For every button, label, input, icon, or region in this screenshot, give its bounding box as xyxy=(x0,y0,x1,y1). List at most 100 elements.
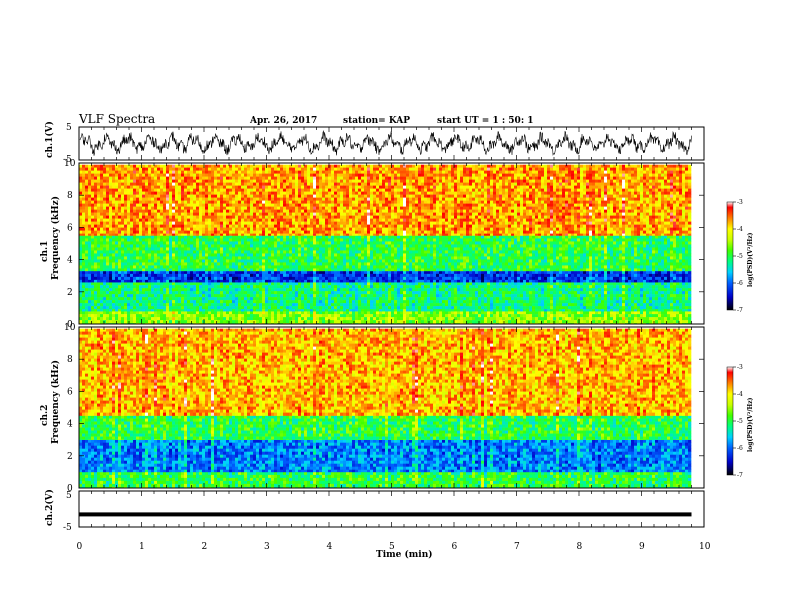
spectrogram-cell xyxy=(508,276,512,281)
spectrogram-cell xyxy=(163,238,167,242)
spectrogram-cell xyxy=(565,238,569,242)
spectrogram-cell xyxy=(154,285,158,289)
spectrogram-cell xyxy=(184,279,188,283)
spectrogram-cell xyxy=(166,285,170,289)
spectrogram-cell xyxy=(673,276,677,281)
spectrogram-cell xyxy=(148,285,152,289)
spectrogram-cell xyxy=(79,285,83,289)
spectrogram-cell xyxy=(556,270,560,275)
spectrogram-cell xyxy=(379,241,383,245)
spectrogram-cell xyxy=(280,306,284,310)
spectrogram-cell xyxy=(304,303,308,307)
spectrogram-cell xyxy=(433,238,437,242)
spectrogram-cell xyxy=(616,317,620,321)
spectrogram-cell xyxy=(220,303,224,307)
spectrogram-cell xyxy=(484,317,488,321)
spectrogram-cell xyxy=(100,320,104,324)
spectrogram-cell xyxy=(604,311,608,315)
spectrogram-cell xyxy=(439,314,443,318)
spectrogram-cell xyxy=(379,273,383,278)
spectrogram-cell xyxy=(421,306,425,310)
spectrogram-cell xyxy=(598,291,602,295)
spectrogram-cell xyxy=(565,309,569,312)
spectrogram-cell xyxy=(430,235,434,239)
spectrogram-cell xyxy=(670,297,674,301)
spectrogram-cell xyxy=(253,314,257,318)
spectrogram-cell xyxy=(679,270,683,275)
spectrogram-cell xyxy=(463,285,467,289)
spectrogram-cell xyxy=(115,303,119,307)
spectrogram-cell xyxy=(529,300,533,304)
spectrogram-cell xyxy=(112,309,116,312)
spectrogram-cell xyxy=(460,238,464,242)
spectrogram-cell xyxy=(310,294,314,298)
spectrogram-cell xyxy=(79,282,83,286)
spectrogram-cell xyxy=(370,282,374,286)
spectrogram-cell xyxy=(217,317,221,321)
spectrogram-cell xyxy=(478,279,482,283)
spectrogram-cell xyxy=(601,235,605,239)
spectrogram-cell xyxy=(148,306,152,310)
spectrogram-cell xyxy=(604,285,608,289)
spectrogram-cell xyxy=(322,279,326,283)
spectrogram-cell xyxy=(124,317,128,321)
spectrogram-cell xyxy=(247,235,251,239)
spectrogram-cell xyxy=(604,309,608,312)
spectrogram-cell xyxy=(610,282,614,286)
spectrogram-cell xyxy=(319,297,323,301)
spectrogram-cell xyxy=(580,235,584,239)
spectrogram-cell xyxy=(523,320,527,324)
spectrogram-cell xyxy=(94,320,98,324)
spectrogram-cell xyxy=(586,311,590,315)
spectrogram-cell xyxy=(640,314,644,318)
spectrogram-cell xyxy=(289,244,293,248)
spectrogram-cell xyxy=(610,297,614,301)
spectrogram-cell xyxy=(418,276,422,281)
spectrogram-cell xyxy=(517,317,521,321)
spectrogram-cell xyxy=(271,279,275,283)
spectrogram-cell xyxy=(346,273,350,278)
spectrogram-cell xyxy=(115,244,119,248)
spectrogram-cell xyxy=(277,288,281,292)
spectrogram-cell xyxy=(535,235,539,239)
spectrogram-cell xyxy=(124,279,128,283)
spectrogram-cell xyxy=(457,276,461,281)
spectrogram-cell xyxy=(553,279,557,283)
spectrogram-cell xyxy=(331,291,335,295)
spectrogram-cell xyxy=(253,291,257,295)
spectrogram-cell xyxy=(91,270,95,275)
spectrogram-cell xyxy=(538,320,542,324)
spectrogram-cell xyxy=(82,235,86,239)
spectrogram-cell xyxy=(304,291,308,295)
spectrogram-cell xyxy=(199,285,203,289)
spectrogram-cell xyxy=(214,294,218,298)
spectrogram-cell xyxy=(382,276,386,281)
spectrogram-cell xyxy=(313,303,317,307)
spectrogram-cell xyxy=(436,291,440,295)
spectrogram-cell xyxy=(541,314,545,318)
spectrogram-cell xyxy=(649,320,653,324)
spectrogram-cell xyxy=(427,273,431,278)
spectrogram-cell xyxy=(262,303,266,307)
spectrogram-cell xyxy=(340,311,344,315)
spectrogram-cell xyxy=(133,270,137,275)
spectrogram-cell xyxy=(292,270,296,275)
spectrogram-cell xyxy=(664,285,668,289)
spectrogram-cell xyxy=(652,279,656,283)
spectrogram-cell xyxy=(325,282,329,286)
spectrogram-cell xyxy=(481,241,485,245)
spectrogram-cell xyxy=(484,273,488,278)
spectrogram-cell xyxy=(199,320,203,324)
spectrogram-cell xyxy=(652,311,656,315)
spectrogram-cell xyxy=(154,244,158,248)
spectrogram-cell xyxy=(634,247,638,251)
spectrogram-cell xyxy=(391,309,395,312)
spectrogram-cell xyxy=(193,241,197,245)
spectrogram-cell xyxy=(295,311,299,315)
spectrogram-cell xyxy=(457,297,461,301)
spectrogram-cell xyxy=(442,276,446,281)
spectrogram-cell xyxy=(268,306,272,310)
spectrogram-cell xyxy=(241,285,245,289)
spectrogram-cell xyxy=(655,317,659,321)
